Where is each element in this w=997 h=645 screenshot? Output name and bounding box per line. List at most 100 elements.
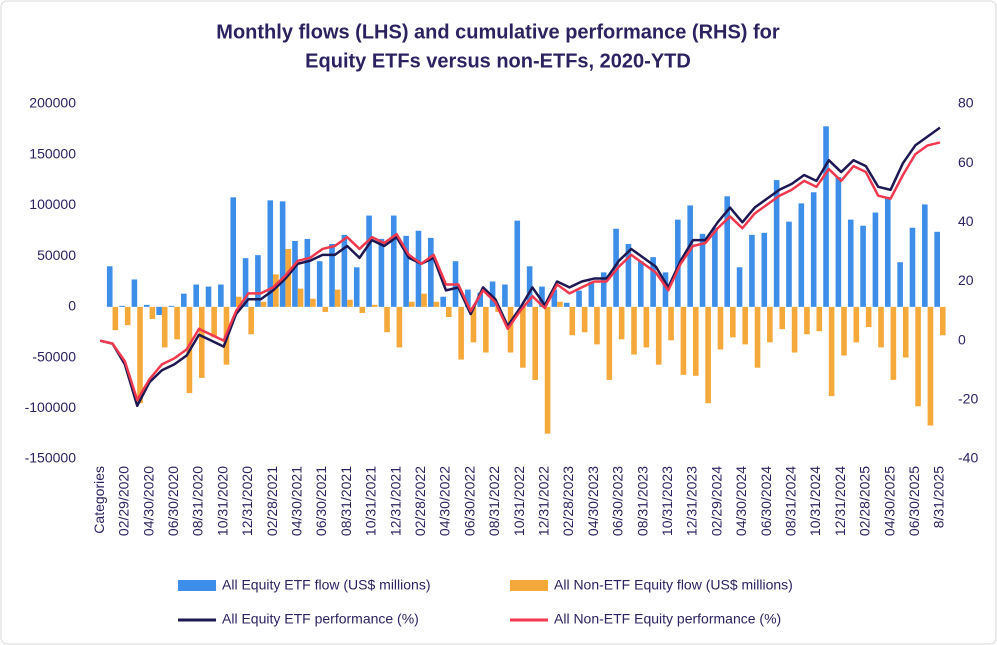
bar <box>193 284 199 307</box>
legend-label: All Non-ETF Equity performance (%) <box>554 611 781 627</box>
bar <box>255 255 261 307</box>
bar <box>754 306 761 368</box>
legend-label: All Equity ETF flow (US$ millions) <box>222 577 431 593</box>
bar <box>465 289 471 307</box>
bar <box>576 290 582 307</box>
x-tick-label: 02/29/2020 <box>116 466 132 536</box>
bar <box>483 306 489 353</box>
bar <box>267 200 274 307</box>
bar <box>779 306 786 330</box>
bar <box>112 306 119 331</box>
x-tick-label: 04/30/2023 <box>585 466 601 536</box>
bar <box>699 233 706 307</box>
x-tick-label: 02/28/2023 <box>560 466 576 536</box>
bar <box>798 203 805 307</box>
bar <box>396 306 403 348</box>
bar <box>860 225 866 307</box>
bar <box>329 243 335 307</box>
bar <box>643 306 650 348</box>
bar <box>421 293 427 307</box>
y2-tick-label: 0 <box>958 331 966 347</box>
y2-tick-label: 40 <box>958 213 974 229</box>
bar <box>767 306 773 343</box>
bar <box>168 305 175 307</box>
y2-tick-label: 80 <box>958 95 974 111</box>
bar <box>149 306 156 320</box>
bar <box>872 212 879 307</box>
bar <box>878 306 884 348</box>
bar <box>742 306 748 345</box>
bar <box>828 306 835 397</box>
bar <box>613 228 619 307</box>
line-series <box>99 141 941 402</box>
bar <box>433 301 440 307</box>
bar <box>137 306 143 404</box>
bar <box>600 272 607 307</box>
bar <box>366 215 372 307</box>
x-tick-label: 04/30/2020 <box>140 466 156 536</box>
bar <box>939 306 946 336</box>
x-tick-label: 06/30/2023 <box>610 466 626 536</box>
bar <box>915 306 921 407</box>
bar <box>655 306 662 365</box>
chart-title: Monthly flows (LHS) and cumulative perfo… <box>216 21 780 43</box>
x-tick-label: 10/31/2024 <box>807 466 823 536</box>
bar <box>650 257 656 307</box>
bar <box>662 272 669 307</box>
x-tick-label: 08/31/2023 <box>634 466 650 536</box>
y-tick-label: 200000 <box>29 95 76 111</box>
bar <box>687 205 693 307</box>
y2-tick-label: 60 <box>958 154 974 170</box>
bar <box>749 234 755 307</box>
x-tick-label: 08/31/2024 <box>782 466 798 536</box>
bar <box>198 306 205 378</box>
x-tick-label: 04/30/2024 <box>733 466 749 536</box>
bar <box>106 266 113 307</box>
bar <box>934 231 940 307</box>
bar <box>724 196 731 307</box>
x-tick-label: Categories <box>91 466 107 534</box>
bar <box>526 266 533 307</box>
bar <box>236 296 242 307</box>
bar <box>489 281 496 307</box>
x-tick-label: 06/30/2025 <box>906 466 922 536</box>
bar <box>131 279 138 307</box>
x-tick-label: 04/30/2021 <box>288 466 304 536</box>
bar <box>470 306 477 343</box>
x-tick-label: 10/31/2022 <box>511 466 527 536</box>
bar <box>378 238 385 307</box>
legend-label: All Equity ETF performance (%) <box>222 611 419 627</box>
x-tick-label: 04/30/2022 <box>437 466 453 536</box>
bar <box>823 126 829 307</box>
legend-label: All Non-ETF Equity flow (US$ millions) <box>554 577 793 593</box>
bar <box>865 306 872 328</box>
y2-tick-label: 20 <box>958 272 974 288</box>
bar <box>712 227 718 307</box>
bar <box>322 306 329 312</box>
y-tick-label: -100000 <box>25 399 77 415</box>
bar <box>230 197 237 307</box>
bar <box>606 306 613 380</box>
x-tick-label: 12/31/2023 <box>684 466 700 536</box>
bar <box>124 306 131 326</box>
y-tick-label: 50000 <box>37 247 76 263</box>
bar <box>909 227 916 307</box>
x-tick-label: 06/30/2024 <box>758 466 774 536</box>
bar <box>415 230 422 307</box>
bar <box>563 302 570 307</box>
bar <box>242 258 249 307</box>
x-tick-label: 10/31/2021 <box>363 466 379 536</box>
bar <box>458 306 464 360</box>
bar <box>773 180 780 307</box>
x-tick-label: 12/31/2022 <box>535 466 551 536</box>
y-tick-label: -150000 <box>25 450 77 466</box>
bar <box>618 306 625 340</box>
x-tick-label: 02/28/2022 <box>412 466 428 536</box>
bar <box>717 306 724 350</box>
bar <box>668 306 674 341</box>
bar <box>445 306 452 317</box>
bar <box>248 306 254 335</box>
bar <box>119 305 125 307</box>
bar <box>786 221 792 307</box>
bar <box>520 306 526 368</box>
